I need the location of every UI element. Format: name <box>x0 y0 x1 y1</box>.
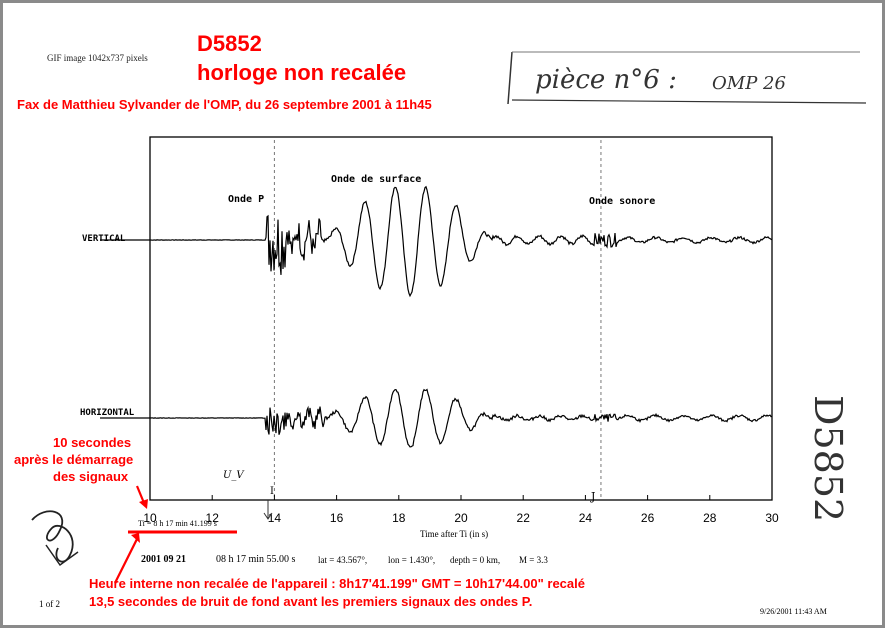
x-tick-label: 16 <box>330 511 344 525</box>
print-date: 9/26/2001 11:43 AM <box>760 607 827 616</box>
event-depth: depth = 0 km, <box>450 555 501 565</box>
annotation-onde-surface: Onde de surface <box>331 174 421 185</box>
marker-j: J <box>590 490 595 503</box>
series-label-vertical: VERTICAL <box>82 234 126 244</box>
x-tick-label: 30 <box>765 511 779 525</box>
x-tick-label: 24 <box>579 511 593 525</box>
annotation-onde-sonore: Onde sonore <box>589 196 655 207</box>
ti-label: Ti = 8 h 17 min 41.199 s <box>138 519 217 528</box>
chart-frame <box>149 136 773 501</box>
document-id: D5852 <box>197 31 262 56</box>
x-tick-label: 12 <box>206 511 220 525</box>
x-axis-label: Time after Ti (in s) <box>420 529 488 539</box>
x-tick-label: 14 <box>268 511 282 525</box>
seconds-note-2: après le démarrage <box>14 452 134 467</box>
bottom-line-2: 13,5 secondes de bruit de fond avant les… <box>89 594 533 609</box>
x-tick-label: 22 <box>517 511 531 525</box>
event-date: 2001 09 21 <box>141 554 186 565</box>
event-magnitude: M = 3.3 <box>519 555 548 565</box>
marker-uv: U_V <box>223 470 245 481</box>
red-arrow-down-icon <box>135 485 146 504</box>
event-lon: lon = 1.430°, <box>388 555 436 565</box>
horizontal-trace <box>100 388 773 448</box>
vertical-trace <box>100 185 773 298</box>
page-number: 1 of 2 <box>39 599 60 609</box>
down-arrow-icon <box>263 500 273 520</box>
x-tick-label: 10 <box>143 511 157 525</box>
annotation-onde-p: Onde P <box>228 194 264 205</box>
x-tick-label: 20 <box>454 511 468 525</box>
fax-line: Fax de Matthieu Sylvander de l'OMP, du 2… <box>17 97 432 112</box>
red-arrow-up-icon <box>114 536 139 584</box>
x-tick-label: 28 <box>703 511 717 525</box>
series-label-horizontal: HORIZONTAL <box>80 408 135 418</box>
marker-i: I <box>270 486 274 497</box>
seconds-note-1: 10 secondes <box>53 435 132 450</box>
x-tick-label: 18 <box>392 511 406 525</box>
document-subtitle: horloge non recalée <box>197 60 407 85</box>
gif-info: GIF image 1042x737 pixels <box>47 53 148 63</box>
event-lat: lat = 43.567°, <box>318 555 368 565</box>
bottom-line-1: Heure interne non recalée de l'appareil … <box>89 576 585 591</box>
seconds-note-3: des signaux <box>53 469 129 484</box>
event-time: 08 h 17 min 55.00 s <box>216 554 296 565</box>
x-tick-label: 26 <box>641 511 655 525</box>
